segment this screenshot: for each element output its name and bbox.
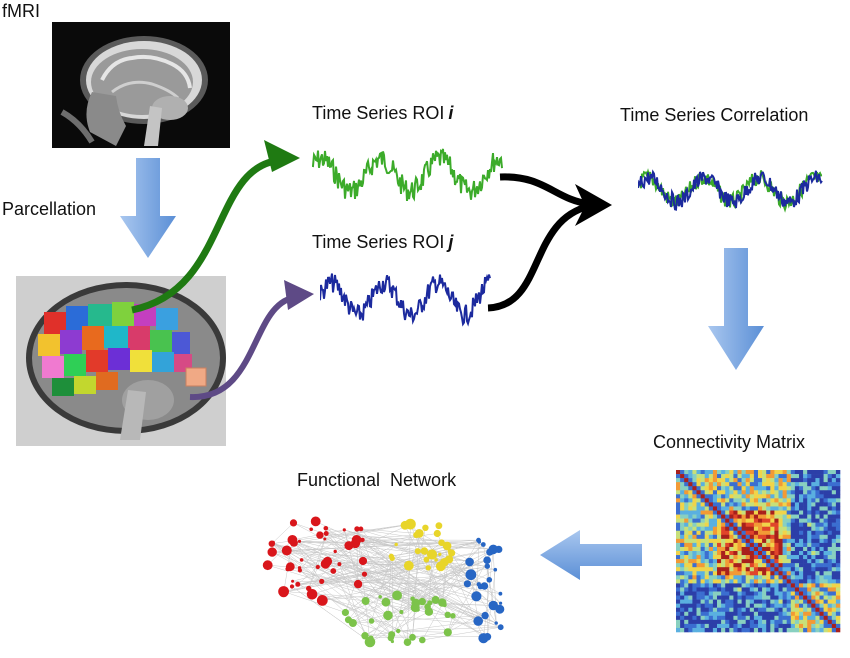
timeseries-correlation [638,168,823,213]
mri-sagittal-brain-icon [52,22,230,148]
parcellated-brain-icon [8,270,232,450]
arrow-black-head [575,184,612,226]
timeseries-roi-i-line [312,148,503,202]
timeseries-roi-i [312,148,503,202]
label-parcellation: Parcellation [2,199,97,219]
label-roi-i-var: i [448,103,454,123]
label-roi-j-text: Time Series ROI [312,232,445,252]
label-fmri: fMRI [2,1,40,21]
arrow-black-top [499,173,591,208]
label-network: Functional Network [297,470,457,490]
label-roi-i-text: Time Series ROI [312,103,445,123]
label-correlation: Time Series Correlation [620,105,809,125]
label-roi-i: Time Series ROI i [312,104,453,122]
arrow-left-matrix [540,530,642,580]
timeseries-roi-j [320,273,491,327]
arrow-black-bottom [487,202,591,312]
connectivity-matrix-heatmap [676,470,841,633]
network-nodes [262,516,505,648]
arrow-green-head [264,140,300,172]
parcel-regions [38,302,207,396]
timeseries-correlation-roi-j [638,169,823,211]
arrow-down-correlation [708,248,764,370]
functional-network-graph [262,516,505,648]
label-roi-j: Time Series ROI j [312,233,453,251]
timeseries-roi-j-line [320,273,491,327]
arrow-purple [189,294,299,401]
arrow-green [131,156,283,314]
arrow-purple-head [284,280,314,310]
label-roi-j-var: j [448,232,454,252]
matrix-cells [676,470,841,633]
timeseries-correlation-roi-i [638,168,823,213]
label-matrix: Connectivity Matrix [653,432,806,452]
arrow-down-parcellation [120,158,176,258]
